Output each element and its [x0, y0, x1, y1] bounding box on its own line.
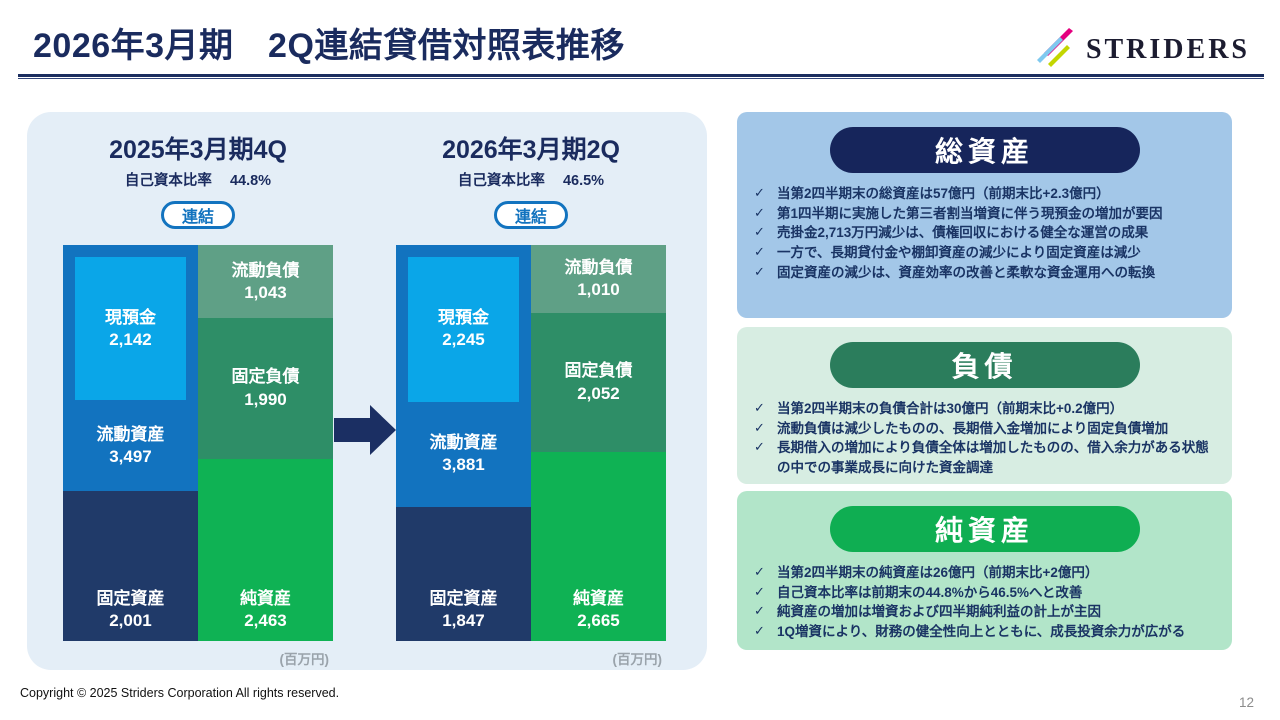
panel-liabilities-title: 負債 — [829, 342, 1140, 388]
current-assets-label: 流動資産 3,497 — [96, 424, 165, 466]
cash-box: 現預金 2,245 — [408, 257, 519, 402]
assets-column: 現預金 2,142 流動資産 3,497 固定資産 2,001 — [63, 245, 198, 641]
segment-fixed-assets: 固定資産 2,001 — [63, 491, 198, 641]
check-icon: ✓ — [754, 583, 765, 599]
panel-total-assets-bullets: ✓ 当第2四半期末の総資産は57億円（前期末比+2.3億円） ✓ 第1四半期に実施し… — [751, 184, 1218, 283]
segment-fixed-liabilities: 固定負債 2,052 — [531, 313, 666, 452]
bullet-item: ✓ 流動負債は減少したものの、長期借入金増加により固定負債増加 — [751, 419, 1218, 439]
segment-fixed-assets: 固定資産 1,847 — [396, 507, 531, 641]
striders-logo: STRIDERS — [1034, 26, 1250, 73]
segment-fixed-liabilities: 固定負債 1,990 — [198, 318, 333, 459]
chart-2026-2q: 2026年3月期2Q 自己資本比率 46.5% 連結 現預金 2,245 流動 — [396, 130, 666, 667]
balance-sheet-charts-panel: 2025年3月期4Q 自己資本比率 44.8% 連結 現預金 2,142 流動 — [27, 112, 707, 670]
bullet-item: ✓ 第1四半期に実施した第三者割当増資に伴う現預金の増加が要因 — [751, 204, 1218, 224]
current-assets-label: 流動資産 3,881 — [429, 433, 498, 475]
fixed-liabilities-label: 固定負債 2,052 — [564, 361, 633, 403]
equity-ratio: 自己資本比率 44.8% — [124, 173, 272, 189]
segment-current-assets: 現預金 2,245 流動資産 3,881 — [396, 245, 531, 508]
check-icon: ✓ — [754, 400, 765, 415]
liabilities-column: 流動負債 1,043 固定負債 1,990 純資産 2,463 — [198, 245, 333, 641]
segment-net-assets: 純資産 2,665 — [531, 451, 666, 641]
transition-arrow-icon — [334, 405, 396, 455]
segment-current-liabilities: 流動負債 1,010 — [531, 245, 666, 314]
bullet-item: ✓ 長期借入の増加により負債全体は増加したものの、借入余力がある状態の中での事業成… — [751, 438, 1218, 477]
bullet-item: ✓ 当第2四半期末の純資産は26億円（前期末比+2億円） — [751, 563, 1218, 583]
segment-net-assets: 純資産 2,463 — [198, 458, 333, 641]
cash-box: 現預金 2,142 — [75, 257, 186, 401]
bullet-item: ✓ 当第2四半期末の負債合計は30億円（前期末比+0.2億円） — [751, 399, 1218, 419]
panel-liabilities: 負債 ✓ 当第2四半期末の負債合計は30億円（前期末比+0.2億円） ✓ 流動負債は… — [737, 327, 1232, 484]
fixed-liabilities-label: 固定負債 1,990 — [231, 367, 300, 409]
check-icon: ✓ — [754, 185, 765, 200]
unit-label: (百万円) — [612, 652, 663, 667]
check-icon: ✓ — [754, 244, 765, 260]
bullet-item: ✓ 1Q増資により、財務の健全性向上とともに、成長投資余力が広がる — [751, 622, 1218, 642]
check-icon: ✓ — [754, 603, 765, 619]
check-icon: ✓ — [754, 204, 765, 220]
panel-net-assets-bullets: ✓ 当第2四半期末の純資産は26億円（前期末比+2億円） ✓ 自己資本比率は前期末の… — [751, 563, 1218, 642]
bullet-item: ✓ 当第2四半期末の総資産は57億円（前期末比+2.3億円） — [751, 184, 1218, 204]
bullet-item: ✓ 純資産の増加は増資および四半期純利益の計上が主因 — [751, 602, 1218, 622]
logo-stripes-icon — [1034, 26, 1080, 73]
stacked-bars: 現預金 2,142 流動資産 3,497 固定資産 2,001 — [63, 245, 333, 641]
panel-total-assets-title: 総資産 — [829, 127, 1140, 173]
segment-current-assets: 現預金 2,142 流動資産 3,497 — [63, 245, 198, 492]
bullet-item: ✓ 自己資本比率は前期末の44.8%から46.5%へと改善 — [751, 583, 1218, 603]
copyright-text: Copyright © 2025 Striders Corporation Al… — [20, 686, 340, 700]
bullet-item: ✓ 売掛金2,713万円減少は、債権回収における健全な運営の成果 — [751, 223, 1218, 243]
segment-current-liabilities: 流動負債 1,043 — [198, 245, 333, 319]
net-assets-label: 純資産 2,665 — [573, 588, 624, 630]
assets-column: 現預金 2,245 流動資産 3,881 固定資産 1,847 — [396, 245, 531, 641]
panel-total-assets: 総資産 ✓ 当第2四半期末の総資産は57億円（前期末比+2.3億円） ✓ 第1四半期… — [737, 112, 1232, 318]
consolidated-badge: 連結 — [161, 201, 235, 229]
net-assets-label: 純資産 2,463 — [240, 588, 291, 630]
consolidated-badge: 連結 — [494, 201, 568, 229]
page-title: 2026年3月期 2Q連結貸借対照表推移 — [33, 27, 625, 65]
panel-net-assets: 純資産 ✓ 当第2四半期末の純資産は26億円（前期末比+2億円） ✓ 自己資本比率は… — [737, 491, 1232, 650]
check-icon: ✓ — [754, 623, 765, 639]
panel-liabilities-bullets: ✓ 当第2四半期末の負債合計は30億円（前期末比+0.2億円） ✓ 流動負債は減少し… — [751, 399, 1218, 478]
panel-net-assets-title: 純資産 — [829, 506, 1140, 552]
chart-2025-4q: 2025年3月期4Q 自己資本比率 44.8% 連結 現預金 2,142 流動 — [63, 130, 333, 667]
check-icon: ✓ — [754, 263, 765, 279]
check-icon: ✓ — [754, 439, 765, 455]
chart-title: 2025年3月期4Q — [109, 136, 287, 164]
check-icon: ✓ — [754, 564, 765, 579]
current-liabilities-label: 流動負債 1,043 — [231, 260, 300, 302]
logo-text: STRIDERS — [1085, 33, 1250, 65]
fixed-assets-label: 固定資産 2,001 — [96, 588, 165, 630]
check-icon: ✓ — [754, 224, 765, 240]
chart-title: 2026年3月期2Q — [442, 136, 620, 164]
title-divider — [18, 74, 1264, 79]
page-number: 12 — [1238, 695, 1254, 710]
fixed-assets-label: 固定資産 1,847 — [429, 588, 498, 630]
unit-label: (百万円) — [279, 652, 330, 667]
liabilities-column: 流動負債 1,010 固定負債 2,052 純資産 2,665 — [531, 245, 666, 641]
check-icon: ✓ — [754, 419, 765, 435]
stacked-bars: 現預金 2,245 流動資産 3,881 固定資産 1,847 — [396, 245, 666, 641]
cash-label: 現預金 2,245 — [438, 308, 489, 350]
cash-label: 現預金 2,142 — [105, 307, 156, 349]
equity-ratio: 自己資本比率 46.5% — [457, 173, 605, 189]
bullet-item: ✓ 一方で、長期貸付金や棚卸資産の減少により固定資産は減少 — [751, 243, 1218, 263]
current-liabilities-label: 流動負債 1,010 — [564, 258, 633, 300]
bullet-item: ✓ 固定資産の減少は、資産効率の改善と柔軟な資金運用への転換 — [751, 263, 1218, 283]
